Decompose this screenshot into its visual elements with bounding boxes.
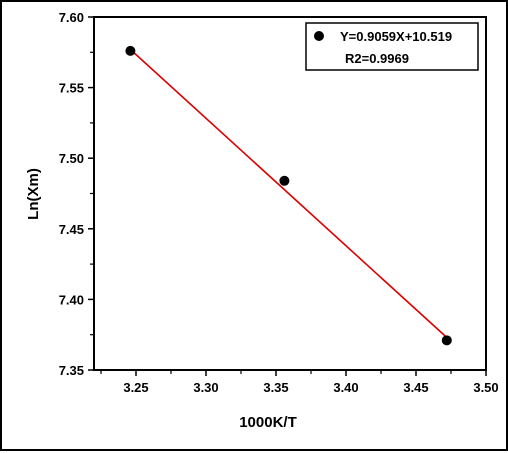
- y-axis-tick-labels: 7.35 7.40 7.45 7.50 7.55 7.60: [59, 10, 84, 378]
- y-tick-label-7.35: 7.35: [59, 363, 84, 378]
- data-point-2: [279, 175, 290, 186]
- legend: Y=0.9059X+10.519 R2=0.9969: [305, 22, 479, 71]
- y-axis-ticks: [88, 16, 94, 371]
- y-tick-label-7.60: 7.60: [59, 10, 84, 25]
- y-tick-label-7.45: 7.45: [59, 222, 84, 237]
- x-tick-label-3.25: 3.25: [123, 380, 148, 395]
- legend-equation: Y=0.9059X+10.519: [340, 29, 452, 44]
- x-tick-label-3.40: 3.40: [333, 380, 358, 395]
- data-point-1: [125, 45, 136, 56]
- series-layer: [125, 45, 452, 346]
- y-axis-title: Ln(Xm): [25, 168, 42, 220]
- x-axis-title: 1000K/T: [239, 414, 297, 431]
- y-tick-label-7.40: 7.40: [59, 292, 84, 307]
- x-tick-label-3.45: 3.45: [403, 380, 428, 395]
- y-tick-label-7.50: 7.50: [59, 151, 84, 166]
- legend-marker: [314, 31, 324, 41]
- legend-box: [305, 22, 479, 71]
- data-point-3: [441, 335, 452, 346]
- x-tick-label-3.30: 3.30: [193, 380, 218, 395]
- x-axis-ticks: [100, 370, 487, 376]
- y-tick-label-7.55: 7.55: [59, 81, 84, 96]
- fit-line: [129, 48, 448, 339]
- x-tick-label-3.50: 3.50: [473, 380, 498, 395]
- x-tick-label-3.35: 3.35: [263, 380, 288, 395]
- x-axis-tick-labels: 3.25 3.30 3.35 3.40 3.45 3.50: [123, 380, 498, 395]
- legend-r2: R2=0.9969: [345, 51, 409, 66]
